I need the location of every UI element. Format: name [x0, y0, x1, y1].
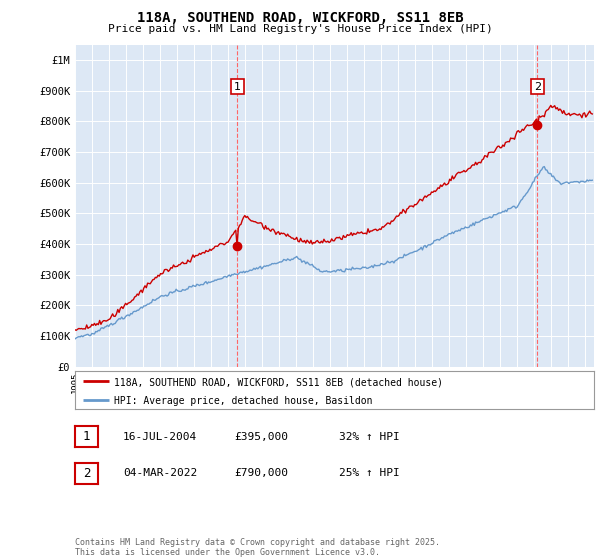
Text: Contains HM Land Registry data © Crown copyright and database right 2025.
This d: Contains HM Land Registry data © Crown c… [75, 538, 440, 557]
Text: 04-MAR-2022: 04-MAR-2022 [123, 468, 197, 478]
Text: 25% ↑ HPI: 25% ↑ HPI [339, 468, 400, 478]
Text: 118A, SOUTHEND ROAD, WICKFORD, SS11 8EB: 118A, SOUTHEND ROAD, WICKFORD, SS11 8EB [137, 11, 463, 25]
Text: 1: 1 [83, 430, 90, 444]
Text: 2: 2 [534, 82, 541, 92]
Text: 2: 2 [83, 466, 90, 480]
Text: Price paid vs. HM Land Registry's House Price Index (HPI): Price paid vs. HM Land Registry's House … [107, 24, 493, 34]
Text: £395,000: £395,000 [234, 432, 288, 442]
Text: 118A, SOUTHEND ROAD, WICKFORD, SS11 8EB (detached house): 118A, SOUTHEND ROAD, WICKFORD, SS11 8EB … [114, 377, 443, 387]
Text: HPI: Average price, detached house, Basildon: HPI: Average price, detached house, Basi… [114, 396, 373, 406]
Text: 32% ↑ HPI: 32% ↑ HPI [339, 432, 400, 442]
Text: 16-JUL-2004: 16-JUL-2004 [123, 432, 197, 442]
Text: £790,000: £790,000 [234, 468, 288, 478]
Text: 1: 1 [234, 82, 241, 92]
